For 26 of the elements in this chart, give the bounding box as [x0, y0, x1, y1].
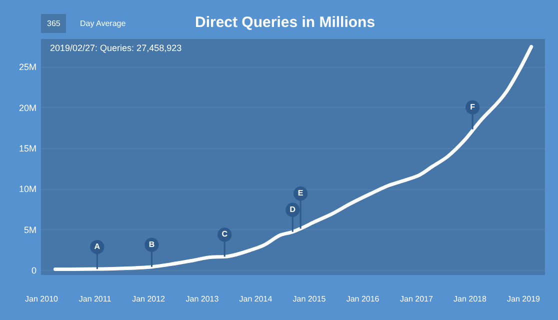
x-tick-label: Jan 2016 — [346, 294, 380, 304]
annotation: A — [94, 242, 100, 252]
y-tick-label: 10M — [18, 184, 36, 194]
y-tick-label: 20M — [18, 102, 36, 113]
y-tick-label: 15M — [18, 144, 36, 154]
text: 365 — [41, 14, 66, 33]
x-tick-label: Jan 2011 — [78, 294, 112, 304]
annotation: B — [148, 240, 155, 249]
x-tick-label: Jan 2012 — [132, 294, 166, 304]
x-tick-label: Jan 2018 — [454, 294, 487, 304]
y-tick-label: 0 — [31, 266, 36, 276]
y-tick-label: 25M — [18, 62, 36, 72]
x-tick-label: Jan 2013 — [186, 294, 220, 304]
annotation: F — [470, 102, 476, 112]
x-tick-label: Jan 2015 — [292, 294, 326, 304]
annotation: 2019/02/27: Queries: 27,458,923 — [50, 43, 182, 53]
text: Day Average — [80, 19, 126, 28]
x-tick-label: Jan 2019 — [507, 294, 541, 304]
x-tick-label: Jan 2017 — [400, 294, 434, 304]
x-tick-label: Jan 2010 — [25, 294, 59, 304]
x-tick-label: Jan 2014 — [239, 294, 273, 304]
annotation: D — [290, 204, 296, 214]
y-tick-label: 5M — [24, 224, 36, 235]
annotation: E — [298, 188, 304, 198]
annotation: C — [222, 230, 228, 239]
chart-title: Direct Queries in Millions — [195, 14, 376, 31]
